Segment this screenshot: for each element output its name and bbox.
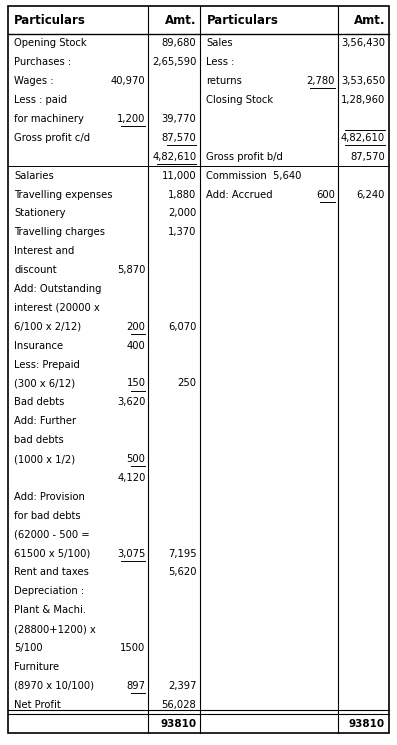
Text: Amt.: Amt. — [165, 13, 197, 27]
Text: Gross profit c/d: Gross profit c/d — [14, 133, 90, 143]
Text: 250: 250 — [177, 378, 197, 388]
Text: Add: Outstanding: Add: Outstanding — [14, 284, 102, 294]
Text: 5,870: 5,870 — [117, 265, 145, 275]
Text: interest (20000 x: interest (20000 x — [14, 303, 100, 313]
Text: Less :: Less : — [206, 57, 235, 67]
Text: 1,200: 1,200 — [117, 114, 145, 124]
Text: Commission  5,640: Commission 5,640 — [206, 171, 302, 181]
Text: Travelling expenses: Travelling expenses — [14, 189, 112, 200]
Text: 56,028: 56,028 — [162, 700, 197, 710]
Text: 1,880: 1,880 — [168, 189, 197, 200]
Text: Plant & Machi.: Plant & Machi. — [14, 605, 86, 615]
Text: 5,620: 5,620 — [168, 568, 197, 577]
Text: 1,28,960: 1,28,960 — [341, 95, 385, 105]
Text: 1,370: 1,370 — [168, 227, 197, 238]
Text: Amt.: Amt. — [353, 13, 385, 27]
Text: 3,53,650: 3,53,650 — [341, 76, 385, 86]
Text: Less: Prepaid: Less: Prepaid — [14, 360, 80, 370]
Text: 3,56,430: 3,56,430 — [341, 39, 385, 48]
Text: Rent and taxes: Rent and taxes — [14, 568, 89, 577]
Text: Net Profit: Net Profit — [14, 700, 61, 710]
Text: 7,195: 7,195 — [168, 548, 197, 559]
Text: 93810: 93810 — [349, 719, 385, 729]
Text: Particulars: Particulars — [14, 13, 86, 27]
Text: 40,970: 40,970 — [111, 76, 145, 86]
Text: 2,65,590: 2,65,590 — [152, 57, 197, 67]
Text: Particulars: Particulars — [206, 13, 278, 27]
Text: Closing Stock: Closing Stock — [206, 95, 274, 105]
Text: Add: Accrued: Add: Accrued — [206, 189, 273, 200]
Text: 150: 150 — [127, 378, 145, 388]
Text: 3,075: 3,075 — [117, 548, 145, 559]
Text: (1000 x 1/2): (1000 x 1/2) — [14, 454, 75, 464]
Text: for bad debts: for bad debts — [14, 511, 81, 521]
Text: Stationery: Stationery — [14, 209, 66, 218]
Text: Add: Further: Add: Further — [14, 416, 76, 426]
Text: 6,070: 6,070 — [168, 322, 197, 332]
Text: discount: discount — [14, 265, 57, 275]
Text: 2,780: 2,780 — [307, 76, 335, 86]
Text: Bad debts: Bad debts — [14, 397, 64, 408]
Text: 87,570: 87,570 — [162, 133, 197, 143]
Text: 400: 400 — [127, 340, 145, 351]
Text: 2,000: 2,000 — [168, 209, 197, 218]
Text: 89,680: 89,680 — [162, 39, 197, 48]
Text: 2,397: 2,397 — [168, 681, 197, 691]
Text: Opening Stock: Opening Stock — [14, 39, 87, 48]
Text: Sales: Sales — [206, 39, 233, 48]
Text: Salaries: Salaries — [14, 171, 54, 181]
Text: 39,770: 39,770 — [162, 114, 197, 124]
Text: 87,570: 87,570 — [350, 152, 385, 162]
Text: 93810: 93810 — [160, 719, 197, 729]
Text: 11,000: 11,000 — [162, 171, 197, 181]
Text: (28800+1200) x: (28800+1200) x — [14, 624, 96, 634]
Text: 200: 200 — [127, 322, 145, 332]
Text: (8970 x 10/100): (8970 x 10/100) — [14, 681, 94, 691]
Text: 1500: 1500 — [120, 643, 145, 653]
Text: bad debts: bad debts — [14, 435, 64, 446]
Text: (62000 - 500 =: (62000 - 500 = — [14, 530, 90, 539]
Text: Wages :: Wages : — [14, 76, 54, 86]
Text: Less : paid: Less : paid — [14, 95, 67, 105]
Text: 61500 x 5/100): 61500 x 5/100) — [14, 548, 90, 559]
Text: 4,120: 4,120 — [117, 473, 145, 483]
Text: 600: 600 — [316, 189, 335, 200]
Text: Furniture: Furniture — [14, 662, 59, 672]
Text: Depreciation :: Depreciation : — [14, 586, 84, 596]
Text: for machinery: for machinery — [14, 114, 84, 124]
Text: 6,240: 6,240 — [357, 189, 385, 200]
Text: Gross profit b/d: Gross profit b/d — [206, 152, 283, 162]
Text: 6/100 x 2/12): 6/100 x 2/12) — [14, 322, 81, 332]
Text: Travelling charges: Travelling charges — [14, 227, 105, 238]
Text: Interest and: Interest and — [14, 247, 74, 256]
Text: returns: returns — [206, 76, 242, 86]
Text: Add: Provision: Add: Provision — [14, 492, 85, 502]
Text: 5/100: 5/100 — [14, 643, 42, 653]
Text: 4,82,610: 4,82,610 — [341, 133, 385, 143]
Text: Purchases :: Purchases : — [14, 57, 71, 67]
Text: Insurance: Insurance — [14, 340, 63, 351]
Text: (300 x 6/12): (300 x 6/12) — [14, 378, 75, 388]
Text: 500: 500 — [127, 454, 145, 464]
Text: 3,620: 3,620 — [117, 397, 145, 408]
Text: 897: 897 — [127, 681, 145, 691]
Text: 4,82,610: 4,82,610 — [152, 152, 197, 162]
